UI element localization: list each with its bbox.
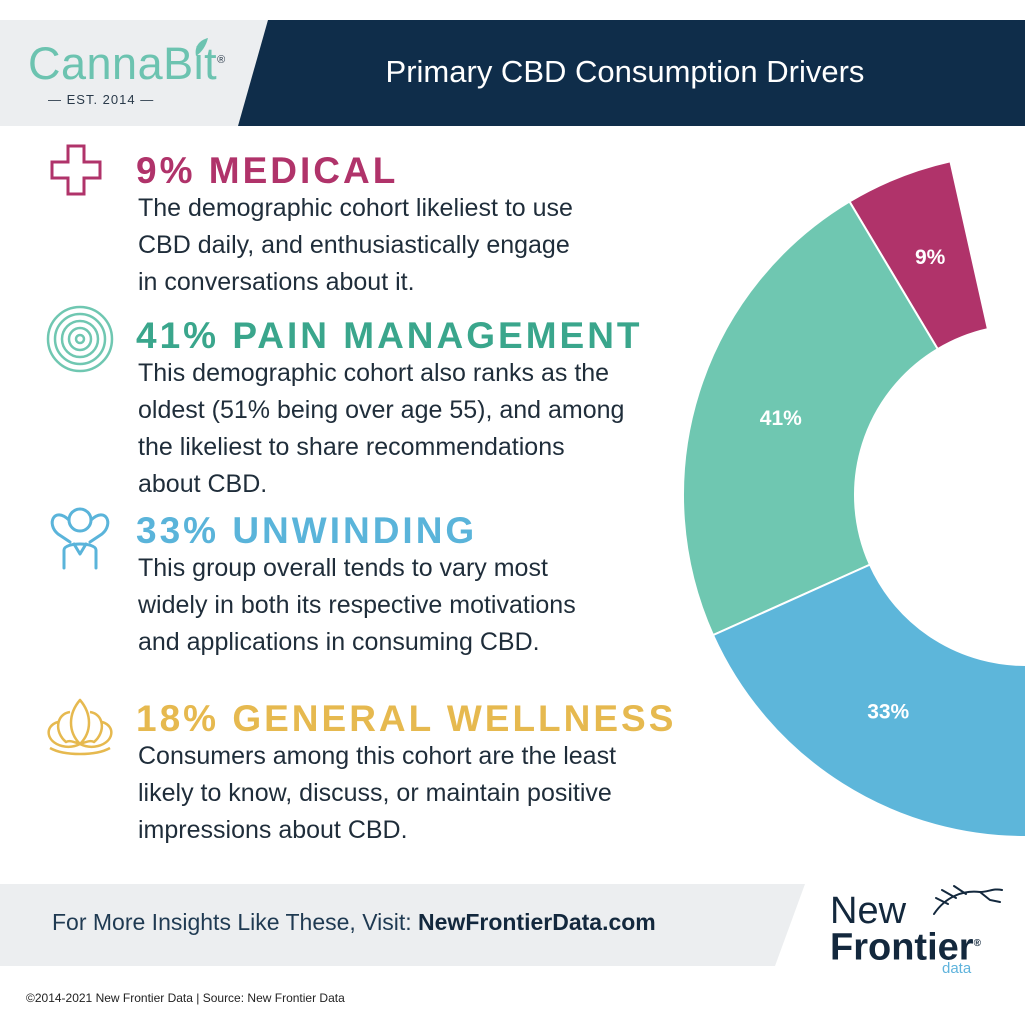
section-medical: 9% MEDICAL The demographic cohort likeli… bbox=[40, 144, 680, 301]
section-title: 9% MEDICAL bbox=[136, 150, 399, 191]
donut-slice-unwinding bbox=[711, 563, 1025, 838]
header-logo-panel bbox=[0, 20, 290, 126]
section-description: This demographic cohort also ranks as th… bbox=[138, 355, 678, 503]
footer-prefix: For More Insights Like These, Visit: bbox=[52, 909, 419, 935]
section-title: 33% UNWINDING bbox=[136, 510, 478, 551]
page-title: Primary CBD Consumption Drivers bbox=[385, 54, 865, 89]
logo-est-text: — EST. 2014 — bbox=[48, 92, 155, 107]
cannabit-logo-name: CannaBit bbox=[28, 38, 218, 89]
nf-logo-frontier: Frontier® bbox=[830, 924, 981, 968]
registered-mark: ® bbox=[217, 54, 226, 66]
description-line: This demographic cohort also ranks as th… bbox=[138, 359, 610, 387]
new-frontier-logo: New Frontier® data bbox=[830, 882, 1010, 982]
section-title: 18% GENERAL WELLNESS bbox=[136, 698, 677, 739]
section-description: This group overall tends to vary most wi… bbox=[138, 550, 678, 661]
description-line: widely in both its respective motivation… bbox=[138, 591, 576, 619]
section-title: 41% PAIN MANAGEMENT bbox=[136, 315, 643, 356]
section-general-wellness: 18% GENERAL WELLNESS Consumers among thi… bbox=[40, 698, 680, 848]
nf-registered-mark: ® bbox=[973, 938, 981, 949]
section-description: Consumers among this cohort are the leas… bbox=[138, 738, 678, 849]
footer-cta: For More Insights Like These, Visit: New… bbox=[52, 909, 656, 936]
nf-logo-data: data bbox=[942, 960, 972, 977]
description-line: and applications in consuming CBD. bbox=[138, 628, 540, 656]
relaxing-person-icon bbox=[50, 507, 110, 570]
description-line: likely to know, discuss, or maintain pos… bbox=[138, 779, 612, 807]
cannabit-logo: CannaBit® bbox=[28, 38, 226, 90]
horse-icon bbox=[933, 885, 1003, 915]
description-line: about CBD. bbox=[138, 470, 268, 498]
donut-label: 9% bbox=[915, 246, 946, 269]
donut-chart: 9%41%33%18% bbox=[682, 160, 1025, 838]
section-pain-management: 41% PAIN MANAGEMENT This demographic coh… bbox=[40, 305, 680, 503]
description-line: CBD daily, and enthusiastically engage bbox=[138, 231, 570, 259]
section-description: The demographic cohort likeliest to use … bbox=[138, 190, 678, 301]
nf-logo-frontier-text: Frontier bbox=[830, 926, 974, 969]
description-line: The demographic cohort likeliest to use bbox=[138, 194, 573, 222]
description-line: oldest (51% being over age 55), and amon… bbox=[138, 396, 625, 424]
donut-label: 33% bbox=[867, 700, 909, 723]
nf-logo-new: New bbox=[830, 890, 907, 932]
header-title-band bbox=[238, 20, 1025, 126]
lotus-flower-icon bbox=[47, 698, 113, 756]
description-line: impressions about CBD. bbox=[138, 816, 408, 844]
medical-cross-icon bbox=[50, 144, 102, 196]
target-rings-icon bbox=[46, 305, 114, 373]
section-unwinding: 33% UNWINDING This group overall tends t… bbox=[40, 507, 680, 661]
leaf-icon bbox=[195, 38, 208, 56]
description-line: This group overall tends to vary most bbox=[138, 554, 548, 582]
description-line: Consumers among this cohort are the leas… bbox=[138, 742, 617, 770]
description-line: the likeliest to share recommendations bbox=[138, 433, 565, 461]
footer-band bbox=[0, 884, 805, 966]
donut-slice-pain-management bbox=[682, 200, 940, 637]
description-line: in conversations about it. bbox=[138, 268, 415, 296]
footer-website-link[interactable]: NewFrontierData.com bbox=[418, 909, 656, 935]
donut-label: 41% bbox=[760, 407, 802, 430]
copyright-text: ©2014-2021 New Frontier Data | Source: N… bbox=[26, 991, 345, 1005]
